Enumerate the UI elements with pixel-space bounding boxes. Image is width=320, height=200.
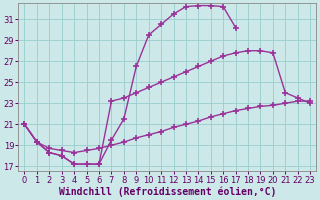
X-axis label: Windchill (Refroidissement éolien,°C): Windchill (Refroidissement éolien,°C) xyxy=(59,186,276,197)
